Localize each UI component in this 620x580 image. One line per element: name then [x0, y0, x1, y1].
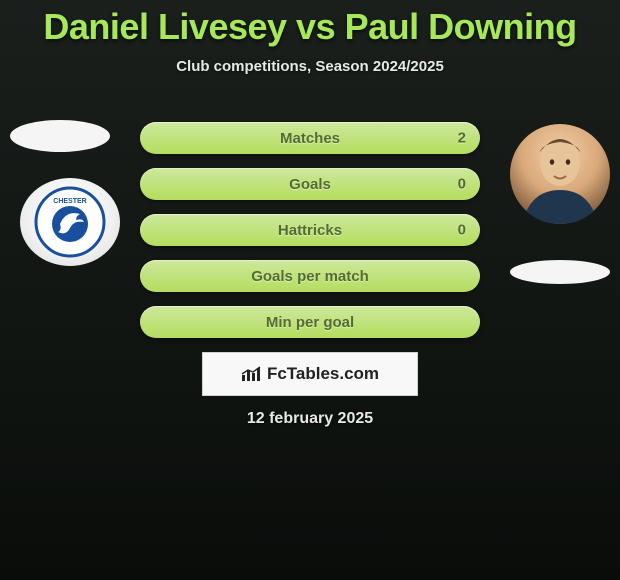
stat-value: 2: [458, 130, 466, 147]
player2-avatar: [510, 124, 610, 224]
club-crest-icon: CHESTER: [34, 186, 106, 258]
stat-label: Goals: [289, 176, 331, 193]
page-subtitle: Club competitions, Season 2024/2025: [0, 58, 620, 75]
stat-value: 0: [458, 176, 466, 193]
stat-row-min-per-goal: Min per goal: [140, 306, 480, 338]
logo-text-bold: Fc: [267, 364, 287, 383]
stats-panel: Matches 2 Goals 0 Hattricks 0 Goals per …: [140, 122, 480, 352]
stat-row-goals-per-match: Goals per match: [140, 260, 480, 292]
player1-club-badge: CHESTER: [20, 178, 120, 266]
stat-row-matches: Matches 2: [140, 122, 480, 154]
stat-label: Min per goal: [266, 314, 354, 331]
logo-text: FcTables.com: [267, 364, 379, 384]
stat-label: Goals per match: [251, 268, 369, 285]
badge-text: CHESTER: [53, 198, 86, 205]
snapshot-date: 12 february 2025: [0, 410, 620, 428]
player-silhouette-icon: [510, 124, 610, 224]
stat-label: Matches: [280, 130, 340, 147]
player1-avatar-placeholder: [10, 120, 110, 152]
stat-label: Hattricks: [278, 222, 342, 239]
stat-row-hattricks: Hattricks 0: [140, 214, 480, 246]
logo-text-rest: Tables.com: [287, 364, 379, 383]
player2-club-badge-placeholder: [510, 260, 610, 284]
bar-chart-icon: [241, 365, 263, 383]
page-title: Daniel Livesey vs Paul Downing: [0, 0, 620, 48]
stat-value: 0: [458, 222, 466, 239]
source-logo: FcTables.com: [202, 352, 418, 396]
stat-row-goals: Goals 0: [140, 168, 480, 200]
